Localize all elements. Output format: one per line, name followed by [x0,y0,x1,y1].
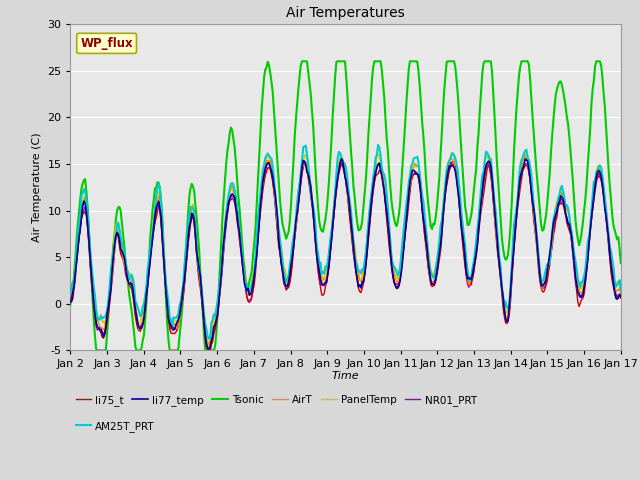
AirT [159,226,166,232]
Line: AM25T_PRT: AM25T_PRT [70,145,621,338]
NR01_PRT [379,177,387,183]
Legend: AM25T_PRT: AM25T_PRT [76,421,155,432]
NR01_PRT [596,174,604,180]
li75_t [467,282,475,288]
AirT [128,277,136,283]
AirT [596,168,604,173]
Tsonic [93,348,101,353]
NR01_PRT [467,278,475,284]
li77_temp [159,235,166,240]
PanelTemp [159,225,166,231]
Text: WP_flux: WP_flux [80,37,133,50]
AM25T_PRT [467,275,475,280]
li77_temp [204,346,212,352]
li75_t [337,159,345,165]
NR01_PRT [301,158,308,164]
li77_temp [67,299,74,304]
li75_t [206,348,214,354]
NR01_PRT [617,294,625,300]
NR01_PRT [128,282,136,288]
NR01_PRT [611,285,618,290]
Line: NR01_PRT: NR01_PRT [70,161,621,350]
AM25T_PRT [611,278,618,284]
NR01_PRT [159,236,166,241]
Line: AirT: AirT [70,155,621,344]
AM25T_PRT [128,272,136,277]
AM25T_PRT [67,290,74,296]
PanelTemp [617,291,625,297]
li75_t [596,173,604,179]
AM25T_PRT [596,163,604,168]
Y-axis label: Air Temperature (C): Air Temperature (C) [32,132,42,242]
AM25T_PRT [617,288,625,293]
li77_temp [128,281,136,287]
PanelTemp [205,343,212,348]
li77_temp [596,169,604,175]
AirT [378,168,386,173]
Tsonic [298,59,306,64]
Tsonic [129,320,137,326]
AirT [617,290,625,296]
PanelTemp [611,277,618,283]
li75_t [159,239,166,244]
li75_t [128,286,136,292]
Line: li75_t: li75_t [70,162,621,351]
Title: Air Temperatures: Air Temperatures [286,6,405,20]
X-axis label: Time: Time [332,371,360,381]
NR01_PRT [67,299,74,305]
li77_temp [379,180,387,186]
li75_t [379,180,387,186]
PanelTemp [466,274,474,280]
Tsonic [160,243,168,249]
PanelTemp [128,276,136,282]
PanelTemp [378,164,386,170]
li77_temp [467,276,475,282]
AM25T_PRT [159,223,166,229]
AM25T_PRT [374,142,382,148]
PanelTemp [67,292,74,298]
NR01_PRT [206,348,214,353]
Tsonic [379,81,387,86]
Tsonic [67,302,74,308]
AM25T_PRT [205,336,212,341]
li77_temp [611,289,618,295]
li77_temp [337,156,345,162]
AirT [466,279,474,285]
AirT [611,283,618,289]
Line: Tsonic: Tsonic [70,61,621,350]
li75_t [617,295,625,301]
Tsonic [611,227,618,233]
li77_temp [617,294,625,300]
Line: PanelTemp: PanelTemp [70,151,621,346]
PanelTemp [523,148,531,154]
Tsonic [617,260,625,266]
AirT [205,341,212,347]
Line: li77_temp: li77_temp [70,159,621,349]
AirT [67,292,74,298]
li75_t [67,300,74,305]
AM25T_PRT [379,170,387,176]
PanelTemp [596,166,604,172]
Tsonic [596,59,604,64]
li75_t [611,289,618,295]
AirT [522,152,529,157]
Tsonic [467,212,475,218]
